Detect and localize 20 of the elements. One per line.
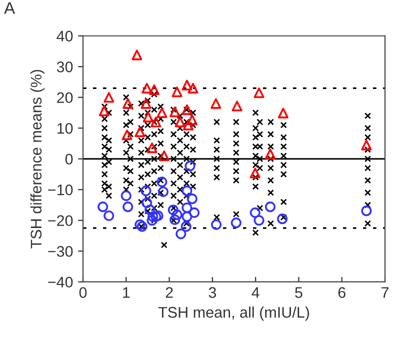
- x-tick-label: 3: [208, 287, 216, 298]
- y-tick-label: −30: [48, 246, 73, 257]
- x-tick-label: 5: [295, 287, 302, 298]
- x-tick-label: 1: [123, 287, 130, 298]
- x-tick-label: 7: [382, 287, 388, 298]
- y-tick-label: −40: [48, 276, 73, 288]
- x-tick-label: 2: [166, 287, 173, 298]
- x-tick-label: 0: [79, 287, 87, 298]
- y-tick-label: 30: [56, 61, 73, 72]
- y-tick-label: 40: [56, 30, 73, 42]
- y-tick-label: 20: [57, 92, 73, 104]
- y-tick-label: −20: [48, 215, 73, 226]
- y-tick-label: −10: [48, 184, 73, 196]
- y-tick-label: 0: [65, 154, 73, 165]
- text: A: [4, 2, 16, 14]
- x-axis-title: TSH mean, all (mIU/L): [158, 306, 310, 321]
- x-tick-label: 6: [338, 287, 346, 298]
- y-axis-title: TSH difference means (%): [30, 70, 45, 248]
- y-tick-label: 10: [57, 122, 73, 134]
- x-tick-label: 4: [252, 287, 260, 298]
